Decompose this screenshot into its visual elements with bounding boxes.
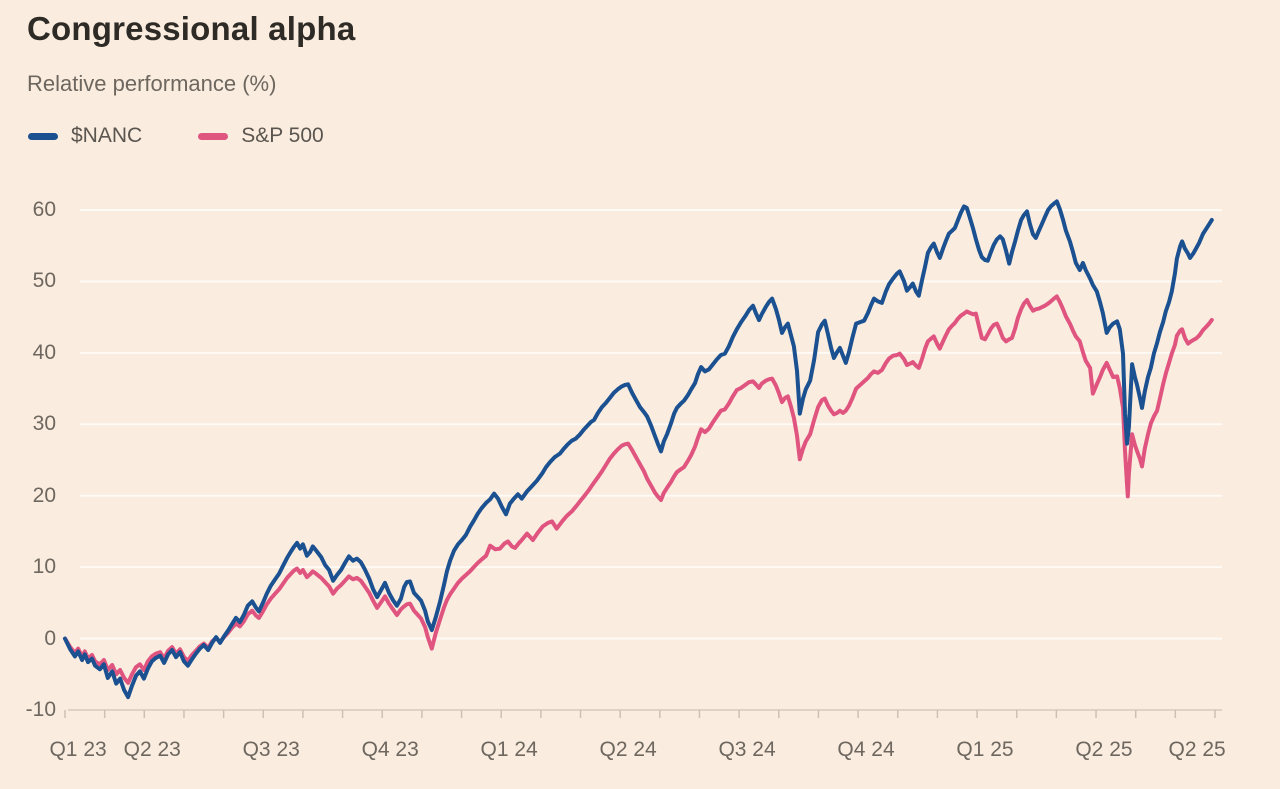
chart-legend: $NANC S&P 500 [28, 124, 324, 148]
x-axis-label: Q1 24 [480, 738, 538, 761]
legend-label: $NANC [71, 124, 143, 147]
x-axis-label: Q2 23 [123, 738, 181, 761]
x-axis-label: Q1 23 [49, 738, 107, 761]
x-axis-label: Q4 23 [361, 738, 419, 761]
chart-title: Congressional alpha [27, 10, 356, 47]
y-axis-label--10: -10 [25, 698, 56, 721]
series-line-s-p-500 [63, 294, 1214, 685]
x-axis-label: Q3 24 [718, 738, 776, 761]
x-axis-label: Q4 24 [837, 738, 895, 761]
y-axis-label-10: 10 [32, 555, 56, 579]
legend-item-s-p-500: S&P 500 [198, 124, 324, 148]
y-axis-label-50: 50 [32, 269, 56, 293]
x-axis-label: Q2 25 [1168, 738, 1226, 761]
legend-swatch-icon [28, 132, 58, 140]
x-axis-label: Q2 25 [1075, 738, 1133, 761]
y-axis-label-60: 60 [32, 198, 56, 221]
x-axis-label: Q1 25 [956, 738, 1014, 761]
legend-swatch-icon [198, 132, 229, 140]
y-axis-label-40: 40 [32, 340, 56, 364]
legend-label: S&P 500 [241, 124, 324, 147]
x-axis-label: Q2 24 [599, 738, 657, 761]
series-line--nanc [63, 199, 1214, 700]
y-axis-label-30: 30 [32, 412, 56, 436]
x-axis-label: Q3 23 [242, 738, 300, 761]
y-axis-label-0: 0 [44, 626, 56, 650]
chart-subtitle: Relative performance (%) [27, 71, 277, 96]
y-axis-label-20: 20 [32, 483, 56, 507]
legend-item--nanc: $NANC [28, 124, 142, 148]
